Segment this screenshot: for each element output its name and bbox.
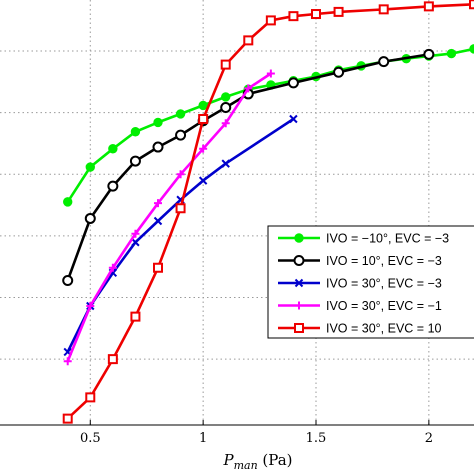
axes — [0, 420, 474, 426]
data-point-square — [243, 35, 254, 46]
data-point-plus — [176, 170, 185, 179]
x-tick-label: 1.5 — [306, 431, 327, 446]
data-point-square — [333, 6, 344, 17]
legend-entry: IVO = 30°, EVC = −3 — [278, 277, 442, 291]
series-line — [66, 72, 272, 362]
legend-label: IVO = 30°, EVC = −3 — [326, 277, 442, 291]
data-point-circle — [220, 102, 232, 114]
x-axis-label-main: P — [222, 451, 234, 469]
data-point-square — [198, 114, 209, 124]
x-axis-label: Pman (Pa) — [222, 451, 292, 472]
data-point-x — [153, 216, 163, 226]
series-5 — [62, 0, 474, 424]
data-point-circle — [152, 141, 164, 153]
data-point-x — [289, 114, 298, 124]
data-point-square — [85, 392, 96, 403]
data-point-circle — [423, 48, 435, 60]
data-point-plus — [266, 69, 275, 78]
data-point-plus — [86, 302, 95, 310]
data-point-square — [469, 0, 474, 10]
x-tick-label: 1 — [199, 431, 207, 446]
data-point-circle — [62, 275, 74, 286]
data-point-plus — [154, 199, 162, 208]
legend-label: IVO = 10°, EVC = −3 — [326, 254, 442, 268]
series-line — [66, 3, 474, 420]
data-point-dot — [446, 48, 457, 59]
data-point-square — [220, 59, 231, 70]
data-point-square — [130, 311, 141, 322]
data-point-dot — [221, 92, 231, 102]
data-point-circle — [107, 180, 119, 192]
data-point-circle — [378, 56, 390, 68]
data-point-square — [107, 354, 118, 365]
x-tick-labels: 0.5 1 1.5 2 — [80, 431, 433, 446]
data-point-square — [265, 15, 276, 26]
data-point-dot — [294, 233, 304, 243]
data-point-dot — [108, 144, 118, 154]
data-point-dot — [85, 162, 95, 172]
data-point-square — [153, 262, 163, 273]
data-point-circle — [293, 255, 305, 266]
legend-entry: IVO = 30°, EVC = −1 — [278, 299, 442, 313]
data-point-x — [221, 159, 230, 168]
data-point-square — [288, 11, 299, 22]
data-point-plus — [131, 229, 140, 238]
data-point-circle — [84, 212, 96, 224]
data-point-square — [423, 1, 434, 12]
x-tick-label: 2 — [425, 431, 433, 446]
data-point-plus — [199, 144, 208, 153]
series-1 — [63, 44, 474, 207]
x-tick-label: 0.5 — [80, 431, 101, 446]
data-point-dot — [153, 117, 163, 128]
x-axis-label-unit: (Pa) — [258, 451, 293, 469]
data-point-dot — [198, 100, 208, 111]
data-point-dot — [469, 44, 474, 54]
x-axis-label-sub: man — [234, 459, 258, 472]
data-point-circle — [333, 66, 345, 78]
legend-label: IVO = 30°, EVC = −1 — [326, 299, 442, 313]
data-point-dot — [63, 197, 73, 207]
data-point-x — [198, 176, 208, 185]
data-point-circle — [175, 129, 187, 141]
data-point-plus — [295, 301, 303, 310]
series-4 — [63, 69, 275, 366]
data-point-plus — [63, 357, 72, 366]
grid-lines — [0, 0, 474, 425]
legend: IVO = −10°, EVC = −3 IVO = 10°, EVC = −3 I… — [267, 225, 474, 339]
data-point-plus — [221, 119, 230, 128]
data-point-dot — [130, 127, 141, 137]
data-point-plus — [108, 263, 117, 272]
legend-entry: IVO = 10°, EVC = −3 — [278, 254, 442, 268]
data-point-square — [378, 4, 389, 15]
data-point-circle — [129, 155, 141, 167]
data-point-plus — [244, 84, 253, 93]
data-point-square — [62, 413, 73, 424]
legend-label: IVO = 30°, EVC = 10 — [326, 322, 442, 336]
legend-entry: IVO = 30°, EVC = 10 — [278, 322, 442, 336]
legend-box — [267, 225, 474, 339]
legend-label: IVO = −10°, EVC = −3 — [326, 232, 449, 246]
data-point-square — [294, 323, 304, 333]
data-point-square — [311, 9, 321, 20]
data-point-x — [131, 238, 140, 247]
plot-series — [62, 0, 474, 424]
data-point-circle — [287, 77, 299, 89]
legend-entry: IVO = −10°, EVC = −3 — [278, 232, 449, 246]
data-point-x — [294, 278, 304, 288]
data-point-dot — [175, 109, 186, 119]
data-point-square — [175, 203, 186, 214]
